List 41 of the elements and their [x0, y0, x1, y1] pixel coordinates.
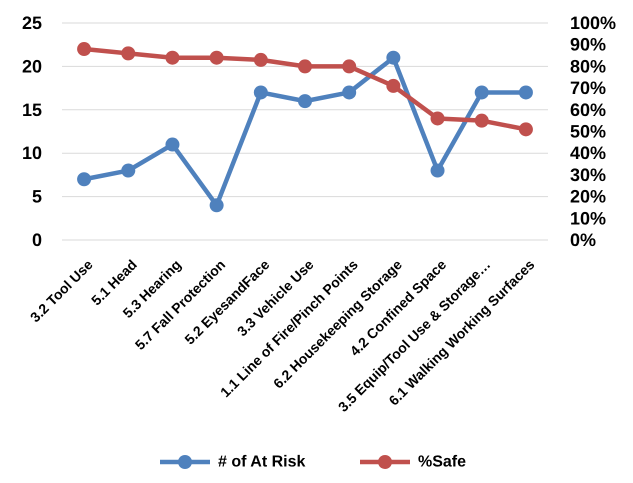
y-tick-label: 5: [32, 186, 42, 207]
y2-tick-label: 60%: [570, 100, 606, 120]
point: [165, 138, 180, 152]
legend-label: # of At Risk: [218, 454, 306, 470]
point: [342, 85, 356, 100]
y-tick-label: 20: [22, 56, 42, 76]
y2-tick-label: 80%: [570, 56, 606, 76]
point: [121, 46, 136, 60]
point: [165, 50, 180, 65]
y2-tick-label: 10%: [570, 208, 606, 228]
y2-tick-label: 30%: [570, 164, 606, 185]
y2-tick-label: 20%: [570, 186, 606, 207]
point: [77, 42, 92, 56]
y-tick-label: 10: [22, 143, 42, 164]
point: [474, 114, 489, 128]
point: [210, 50, 224, 65]
y2-tick-label: 100%: [570, 13, 616, 33]
point: [342, 59, 356, 74]
point: [518, 122, 533, 136]
legend-label: %Safe: [418, 454, 466, 470]
y2-tick-label: 50%: [570, 122, 606, 142]
point: [254, 52, 268, 67]
point: [77, 172, 92, 186]
point: [518, 85, 533, 100]
y-tick-label: 0: [32, 230, 42, 250]
y-tick-label: 25: [22, 13, 42, 33]
point: [386, 50, 400, 65]
point: [210, 198, 224, 212]
point: [430, 111, 445, 126]
y2-tick-label: 90%: [570, 34, 606, 55]
point: [386, 78, 400, 93]
point: [474, 85, 489, 100]
point: [298, 94, 312, 108]
y-tick-label: 15: [22, 100, 42, 120]
y2-tick-label: 40%: [570, 143, 606, 164]
point: [121, 164, 136, 178]
y2-tick-label: 0%: [570, 230, 596, 250]
point: [430, 164, 445, 178]
point: [254, 85, 268, 100]
y2-tick-label: 70%: [570, 78, 606, 98]
point: [298, 59, 312, 74]
